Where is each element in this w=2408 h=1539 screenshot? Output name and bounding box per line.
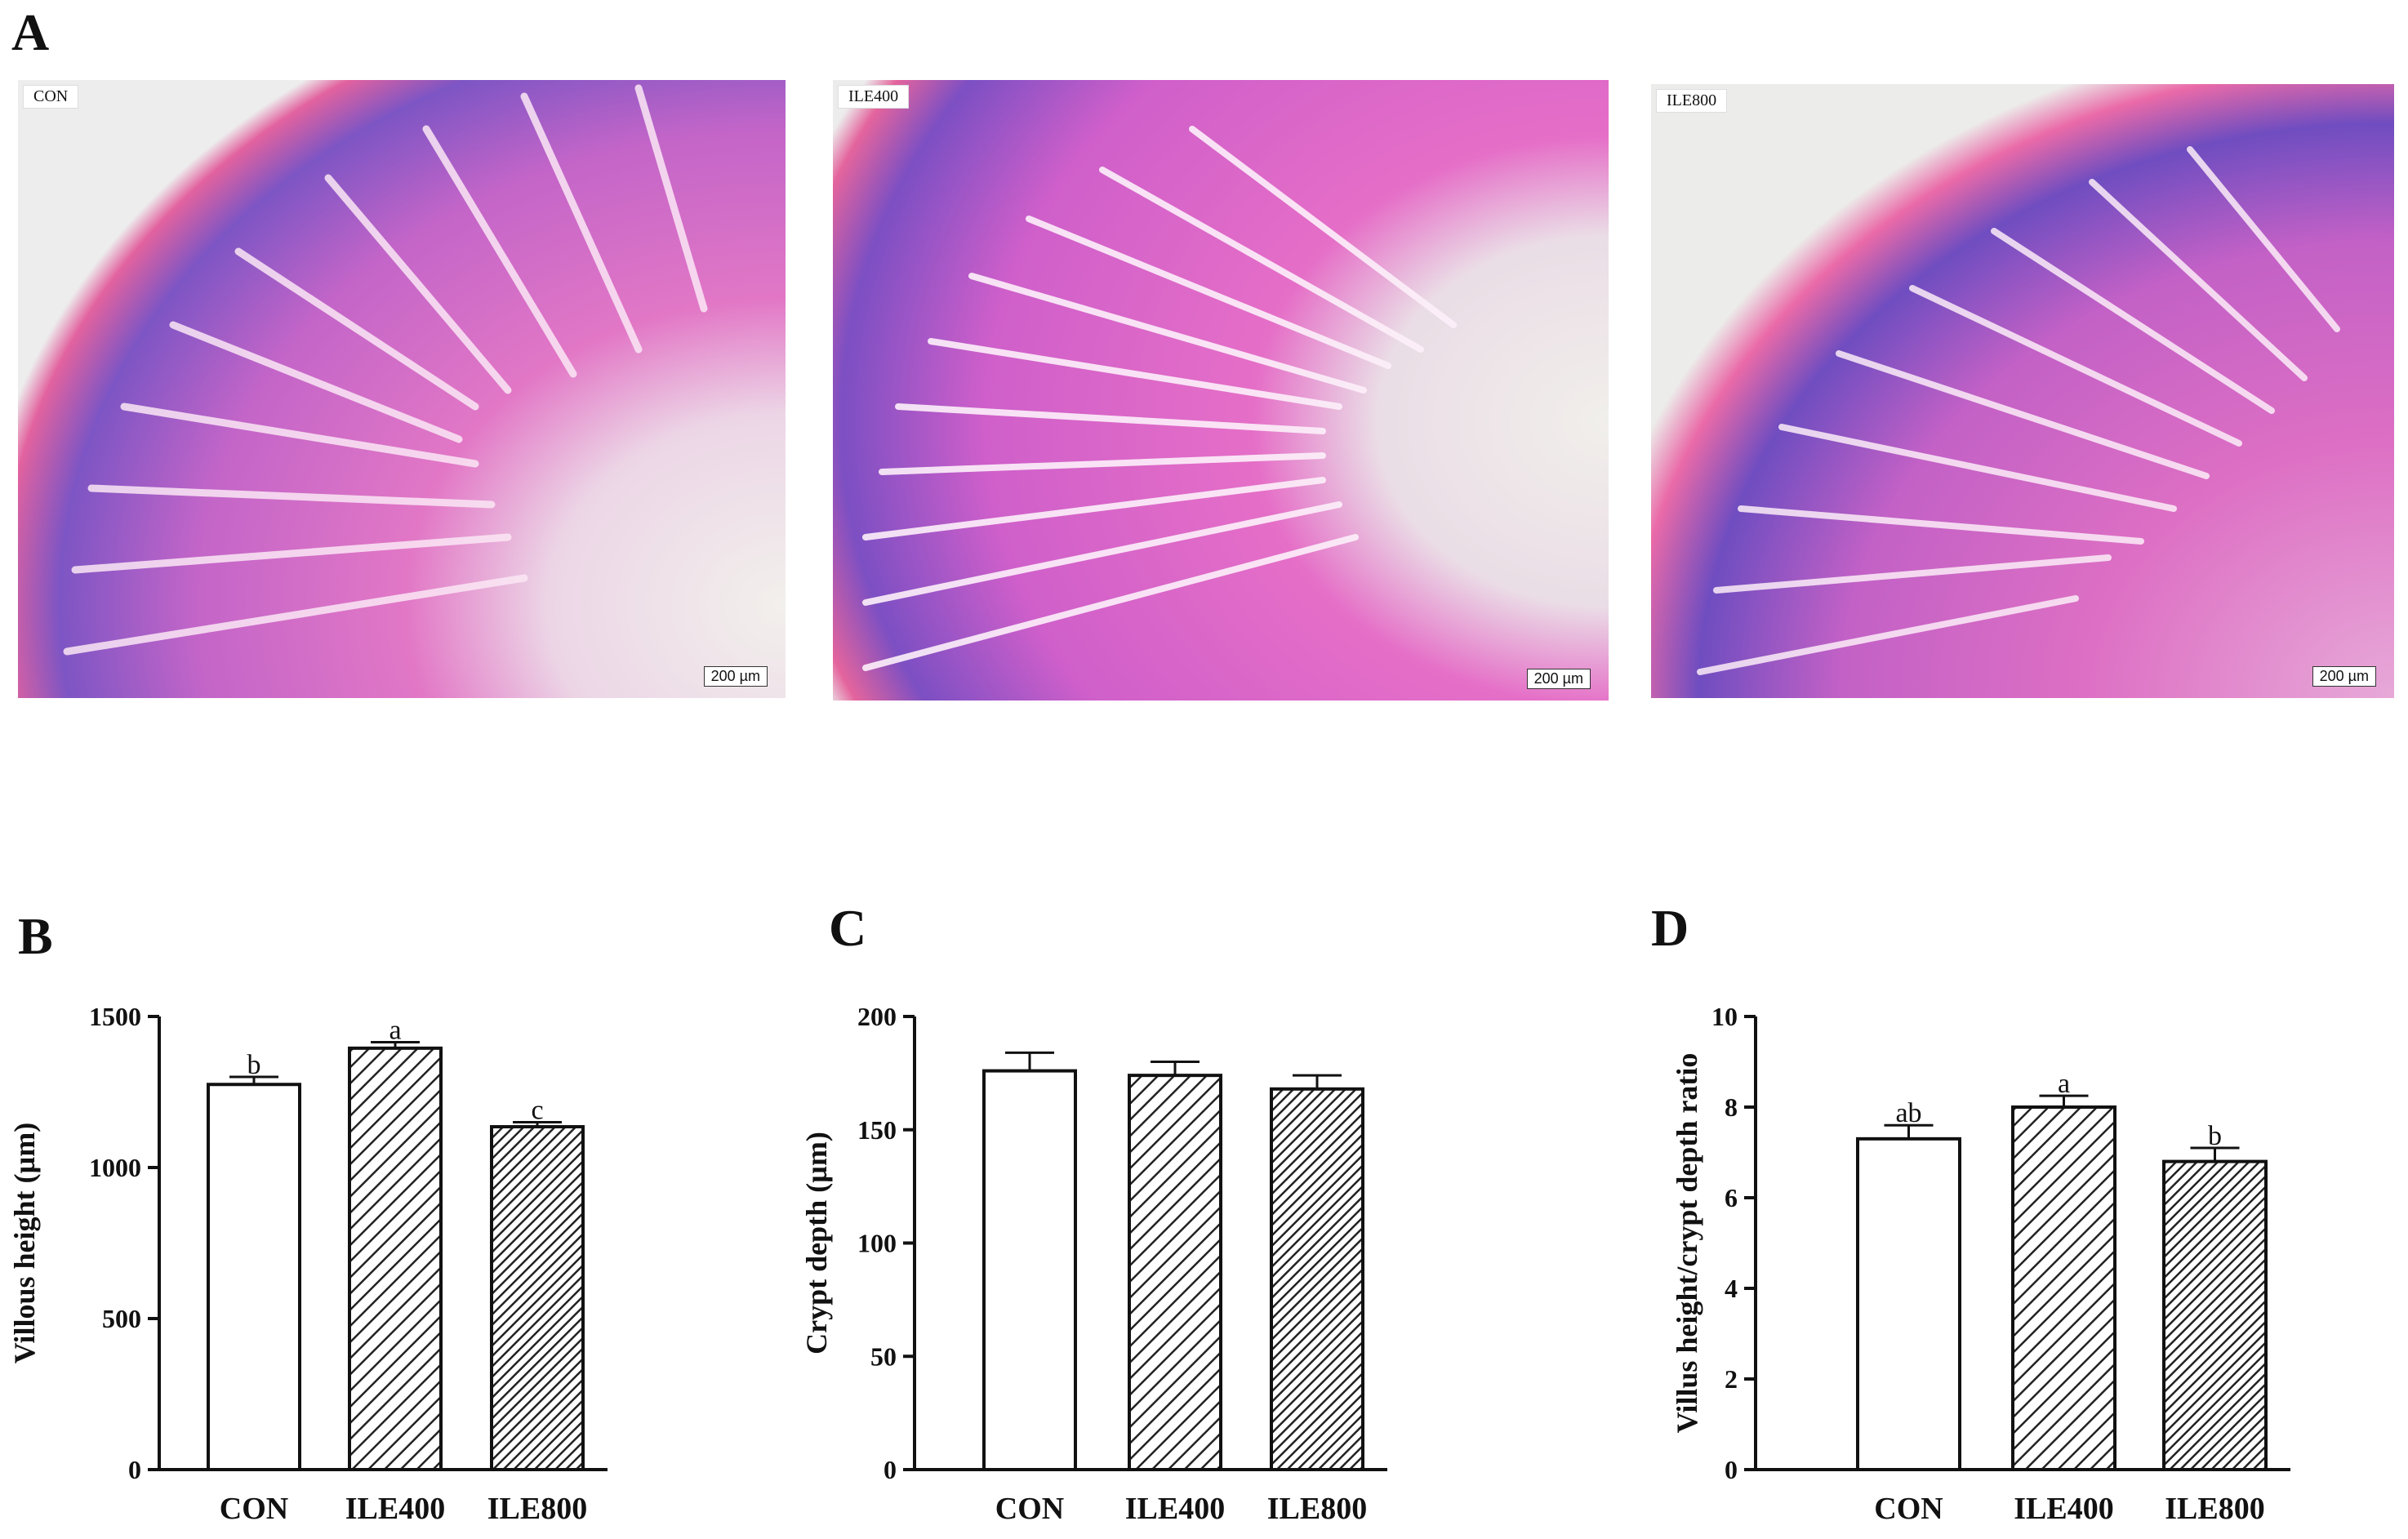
tissue-image-ile800 <box>1651 84 2394 698</box>
scale-bar: 200 µm <box>1526 669 1591 689</box>
y-tick-label: 100 <box>857 1229 897 1258</box>
y-axis-title: Villus height/crypt depth ratio <box>1671 1053 1703 1434</box>
bar-con <box>207 1083 301 1471</box>
x-tick-label: ILE800 <box>487 1492 587 1526</box>
panel-label-c: C <box>829 899 867 957</box>
micrograph-label: ILE800 <box>1656 89 1728 113</box>
tissue-image-con <box>18 80 786 698</box>
bar-ile800 <box>2162 1159 2268 1471</box>
y-tick-label: 500 <box>102 1304 141 1333</box>
x-tick-label: ILE800 <box>1267 1492 1367 1526</box>
y-tick-label: 200 <box>857 1002 897 1031</box>
y-axis-title: Villous height (µm) <box>8 1123 41 1363</box>
y-tick-label: 0 <box>128 1455 141 1484</box>
y-tick-label: 2 <box>1725 1364 1738 1394</box>
x-tick-label: CON <box>1874 1492 1943 1526</box>
significance-label: a <box>389 1015 401 1045</box>
bar-con <box>1856 1136 1961 1471</box>
bar-ile400 <box>2011 1105 2116 1471</box>
y-tick-label: 150 <box>857 1115 897 1145</box>
significance-label: ab <box>1895 1098 1921 1128</box>
micrograph-label: CON <box>23 85 79 109</box>
scale-bar: 200 µm <box>2312 666 2376 687</box>
micrograph-ile400: ILE400 200 µm <box>833 80 1609 701</box>
x-tick-label: CON <box>995 1492 1064 1526</box>
panel-label-b: B <box>18 907 53 965</box>
x-tick-label: ILE800 <box>2165 1492 2264 1526</box>
y-tick-label: 1000 <box>89 1153 141 1182</box>
x-tick-label: ILE400 <box>1125 1492 1225 1526</box>
micrograph-label: ILE400 <box>838 85 910 109</box>
scale-bar: 200 µm <box>703 666 768 687</box>
significance-label: c <box>531 1096 543 1126</box>
significance-label: a <box>2058 1069 2070 1099</box>
panel-label-d: D <box>1651 899 1689 957</box>
bar-ile800 <box>1270 1087 1364 1472</box>
y-tick-label: 4 <box>1725 1274 1738 1303</box>
micrograph-con: CON 200 µm <box>18 80 786 698</box>
x-tick-label: ILE400 <box>345 1492 445 1526</box>
micrograph-ile800: ILE800 200 µm <box>1651 84 2394 698</box>
y-tick-label: 10 <box>1711 1002 1738 1031</box>
y-tick-label: 50 <box>870 1341 897 1371</box>
x-tick-label: CON <box>220 1492 288 1526</box>
chart-villous-height: 0 500 1000 1500 Villous height (µm) b CON a ILE4… <box>0 963 784 1535</box>
y-tick-label: 0 <box>884 1455 897 1484</box>
bar-con <box>982 1069 1077 1471</box>
significance-label: b <box>2208 1121 2222 1151</box>
bar-ile800 <box>490 1125 585 1472</box>
y-tick-label: 8 <box>1725 1092 1738 1122</box>
y-tick-label: 1500 <box>89 1002 141 1031</box>
chart-svg: 0 50 100 150 200 Crypt depth (µm) CON ILE400 ILE… <box>800 1002 1387 1526</box>
panel-label-a: A <box>11 3 50 61</box>
chart-villus-crypt-ratio: 0 2 4 6 8 10 Villus height/crypt depth ratio ab… <box>1625 963 2408 1535</box>
y-tick-label: 0 <box>1725 1455 1738 1484</box>
significance-label: b <box>247 1050 261 1080</box>
x-tick-label: ILE400 <box>2014 1492 2113 1526</box>
bar-ile400 <box>1128 1074 1222 1471</box>
tissue-image-ile400 <box>833 80 1609 701</box>
y-axis-title: Crypt depth (µm) <box>800 1132 833 1354</box>
chart-svg: 0 500 1000 1500 Villous height (µm) b CON a ILE4… <box>8 1002 608 1526</box>
y-tick-label: 6 <box>1725 1183 1738 1212</box>
bar-ile400 <box>348 1046 443 1472</box>
chart-crypt-depth: 0 50 100 150 200 Crypt depth (µm) CON ILE400 ILE… <box>784 963 1625 1535</box>
